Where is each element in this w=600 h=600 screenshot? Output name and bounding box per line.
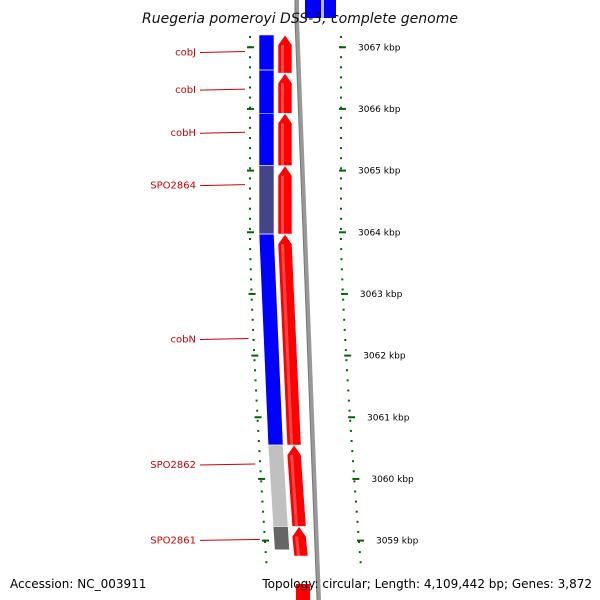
tick-label-3062: 3062 kbp [363, 352, 406, 362]
gene-labels: cobJ cobI cobH SPO2864 cobN SPO2862 SPO2861 [150, 48, 260, 546]
gene-leader-line [199, 338, 249, 341]
gene-label-SPO2864: SPO2864 [150, 181, 196, 192]
tick-label-3067: 3067 kbp [358, 43, 401, 53]
gene-label-SPO2862: SPO2862 [150, 460, 196, 471]
tick-label-3061: 3061 kbp [367, 413, 410, 423]
forward-gene-arrow [277, 165, 293, 235]
gene-label-cobI: cobI [175, 85, 196, 96]
gene-label-cobN: cobN [171, 335, 196, 346]
gene-leader-line [199, 51, 246, 54]
gene-label-SPO2861: SPO2861 [150, 535, 196, 546]
reverse-gene-cobH [258, 112, 275, 166]
reverse-strand-track [258, 34, 290, 551]
gene-label-cobH: cobH [171, 128, 196, 139]
tick-labels: 3067 kbp 3066 kbp 3065 kbp 3064 kbp 3063 kbp… [358, 43, 419, 546]
outer-ring-top [305, 0, 336, 18]
tick-label-3060: 3060 kbp [371, 475, 414, 485]
gene-leader-line [199, 463, 256, 466]
reverse-gene-SPO2862 [267, 444, 289, 527]
forward-gene-arrow [277, 72, 293, 114]
tick-label-3063: 3063 kbp [360, 290, 403, 300]
tick-label-3059: 3059 kbp [376, 537, 419, 547]
bottom-feature-red [296, 584, 310, 600]
gene-leader-line [199, 88, 246, 91]
tick-marks [247, 36, 364, 564]
reverse-gene-cobJ [258, 34, 275, 71]
tick-label-3065: 3065 kbp [358, 167, 401, 177]
forward-gene-arrow [277, 34, 293, 74]
map-title: Ruegeria pomeroyi DSS-3, complete genome [142, 11, 458, 27]
reverse-gene-cobI [258, 69, 275, 114]
forward-strand-track [277, 34, 309, 557]
accession-text: Accession: NC_003911 [10, 577, 147, 591]
reverse-gene-SPO2864 [258, 165, 275, 235]
reverse-gene-SPO2861 [272, 526, 290, 551]
tick-label-3064: 3064 kbp [358, 228, 401, 238]
forward-gene-arrow [277, 112, 293, 166]
backbone-strand [295, 0, 321, 600]
gene-leader-line [199, 538, 260, 541]
forward-gene-arrow [291, 525, 309, 557]
tick-label-3066: 3066 kbp [358, 105, 401, 115]
gene-leader-line [199, 131, 246, 134]
gene-leader-line [199, 184, 246, 187]
topology-text: Topology: circular; Length: 4,109,442 bp… [262, 577, 592, 591]
gene-label-cobJ: cobJ [175, 48, 196, 59]
